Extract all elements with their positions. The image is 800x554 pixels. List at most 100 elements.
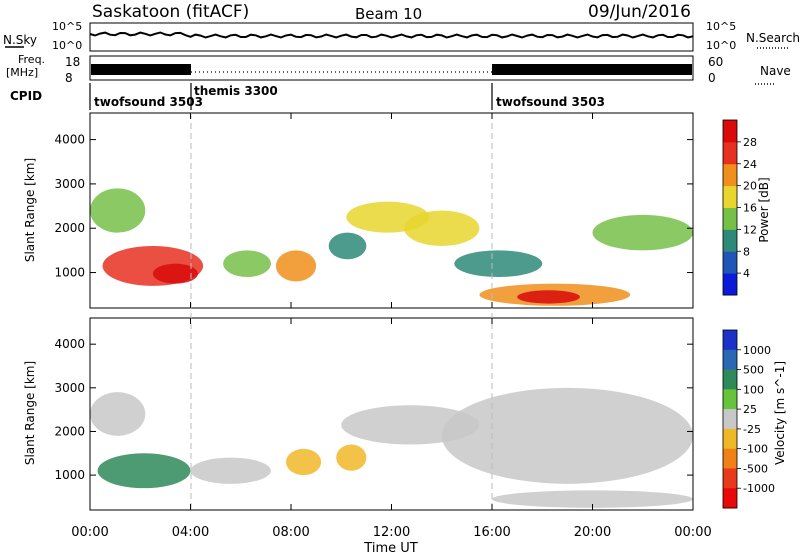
colorbar-tick-label: -25: [743, 423, 761, 436]
beam-title: Beam 10: [355, 5, 422, 23]
nsky-tick-top: 10^5: [52, 20, 82, 33]
colorbar-swatch: [723, 141, 737, 165]
heatmap-region-8: [492, 490, 693, 508]
freq-block-1: [91, 64, 191, 75]
nave-label: Nave: [760, 64, 791, 78]
cpid-segment-2: themis 3300: [194, 84, 278, 98]
colorbar-tick-label: -100: [743, 443, 768, 456]
nsky-label: N.Sky: [3, 33, 37, 47]
nsearch-tick-top: 10^5: [706, 20, 736, 33]
colorbar-swatch: [723, 409, 737, 430]
heatmap-region-2: [97, 453, 191, 489]
date-title: 09/Jun/2016: [588, 2, 691, 22]
colorbar-swatch: [723, 448, 737, 469]
power-ylabel: Slant Range [km]: [23, 158, 37, 262]
nsearch-tick-bottom: 10^0: [706, 39, 736, 52]
nave-tick-top: 60: [708, 55, 723, 69]
xtick-label: 08:00: [272, 525, 309, 540]
heatmap-region-1: [90, 392, 146, 436]
heatmap-region-3: [190, 457, 271, 484]
xtick-label: 00:00: [71, 525, 108, 540]
station-title: Saskatoon (fitACF): [92, 2, 249, 22]
colorbar-frame: [722, 329, 738, 509]
ytick-label: 1000: [54, 468, 85, 482]
colorbar-swatch: [723, 207, 737, 230]
colorbar-swatch: [723, 349, 737, 371]
ytick-label: 4000: [54, 337, 85, 351]
freq-label: Freq.: [18, 53, 45, 66]
velocity-cbar-label: Velocity [m s^-1]: [773, 361, 787, 465]
colorbar-swatch: [723, 389, 737, 410]
colorbar-tick-label: 4: [743, 267, 750, 280]
colorbar-tick-label: -500: [743, 462, 768, 475]
colorbar-swatch: [723, 369, 737, 390]
heatmap-region-3: [152, 263, 199, 284]
colorbar-swatch: [723, 251, 737, 274]
colorbar-tick-label: 100: [743, 383, 764, 396]
xaxis-title: Time UT: [363, 541, 417, 554]
time-axis: 00:00 04:00 08:00 12:00 16:00 20:00 00:00: [71, 113, 712, 540]
power-yaxis: 1000 2000 3000 4000: [54, 133, 693, 280]
heatmap-region-1: [90, 188, 146, 233]
colorbar-swatch: [723, 229, 737, 252]
colorbar-tick-label: 1000: [743, 344, 771, 357]
colorbar-tick-label: 16: [743, 202, 757, 215]
heatmap-region-7: [441, 387, 693, 484]
xtick-label: 16:00: [473, 525, 510, 540]
heatmap-region-4: [223, 250, 271, 277]
cpid-label: CPID: [10, 89, 42, 103]
heatmap-region-11: [517, 290, 580, 304]
nsearch-label: N.Search: [746, 31, 800, 45]
heatmap-region-8: [404, 210, 480, 246]
ytick-label: 1000: [54, 266, 85, 280]
colorbar-tick-label: 28: [743, 136, 757, 149]
velocity-ylabel: Slant Range [km]: [23, 361, 37, 465]
colorbar-tick-label: 500: [743, 364, 764, 377]
nsky-tick-bottom: 10^0: [52, 39, 82, 52]
colorbar-swatch: [723, 428, 737, 450]
colorbar-swatch: [723, 185, 737, 208]
heatmap-region-12: [592, 214, 693, 251]
ytick-label: 2000: [54, 221, 85, 235]
colorbar-swatch: [723, 330, 737, 351]
freq-tick-top: 18: [65, 55, 80, 69]
cpid-segment-3: twofsound 3503: [496, 95, 605, 109]
freq-panel-frame: [89, 55, 694, 81]
nave-tick-bottom: 0: [708, 71, 716, 85]
colorbar-swatch: [723, 273, 737, 296]
freq-tick-bottom: 8: [65, 71, 73, 85]
ytick-label: 2000: [54, 424, 85, 438]
colorbar-tick-label: 24: [743, 158, 757, 171]
colorbar-tick-label: 8: [743, 245, 750, 258]
heatmap-region-6: [328, 232, 367, 260]
velocity-colorbar: 1000 500 100 25 -25 -100 -500 -1000: [722, 329, 775, 509]
colorbar-swatch: [723, 468, 737, 489]
colorbar-swatch: [723, 120, 737, 143]
colorbar-tick-label: 12: [743, 223, 757, 236]
velocity-heatmap: [90, 387, 693, 508]
velocity-yaxis: 1000 2000 3000 4000: [54, 337, 693, 482]
xtick-label: 04:00: [172, 525, 209, 540]
ytick-label: 3000: [54, 177, 85, 191]
power-colorbar: 4 8 12 16 20 24 28: [722, 119, 757, 296]
ytick-label: 3000: [54, 381, 85, 395]
xtick-label: 20:00: [574, 525, 611, 540]
colorbar-swatch: [723, 163, 737, 187]
colorbar-tick-label: 20: [743, 180, 757, 193]
heatmap-region-4: [285, 448, 322, 476]
colorbar-tick-label: 25: [743, 403, 757, 416]
cpid-segment-1: twofsound 3503: [94, 95, 203, 109]
power-heatmap: [90, 188, 693, 306]
nsky-trace: [89, 31, 694, 39]
xtick-label: 12:00: [373, 525, 410, 540]
heatmap-region-5: [275, 250, 317, 282]
colorbar-tick-label: -1000: [743, 482, 775, 495]
power-cbar-label: Power [dB]: [757, 177, 771, 242]
colorbar-swatch: [723, 488, 737, 509]
xtick-label: 00:00: [674, 525, 711, 540]
ytick-label: 4000: [54, 133, 85, 147]
heatmap-region-9: [454, 250, 543, 277]
heatmap-region-5: [336, 444, 367, 471]
freq-block-2: [492, 64, 692, 75]
